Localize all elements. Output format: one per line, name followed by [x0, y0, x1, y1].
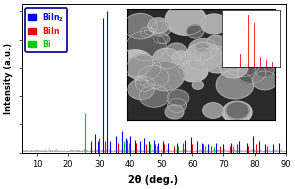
X-axis label: 2θ (deg.): 2θ (deg.)	[129, 175, 178, 185]
Legend: $\mathbf{BiIn_2}$, $\mathbf{BiIn}$, $\mathbf{Bi}$: $\mathbf{BiIn_2}$, $\mathbf{BiIn}$, $\ma…	[25, 8, 67, 52]
Y-axis label: Intensity (a.u.): Intensity (a.u.)	[4, 43, 13, 114]
